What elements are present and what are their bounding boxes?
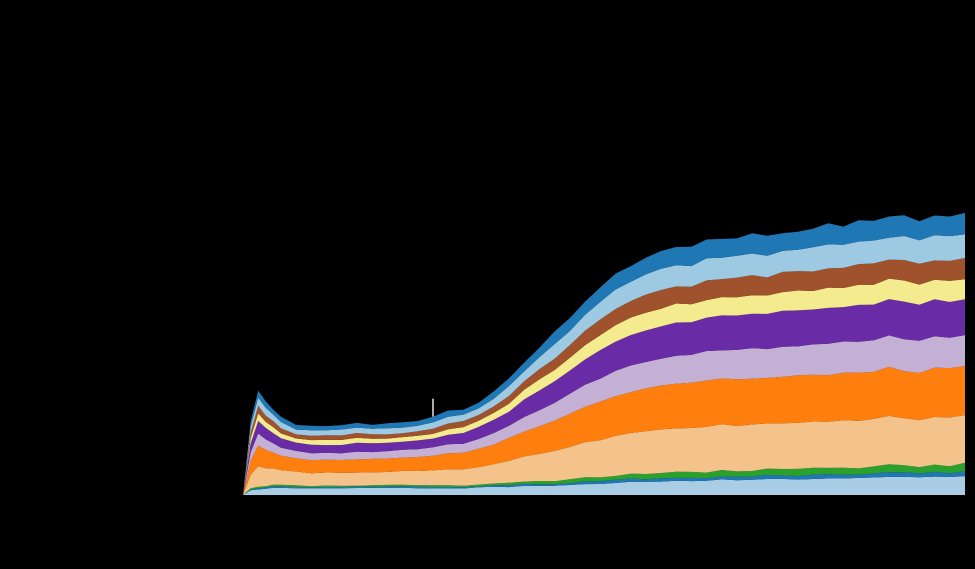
stacked-area-chart	[0, 0, 975, 569]
